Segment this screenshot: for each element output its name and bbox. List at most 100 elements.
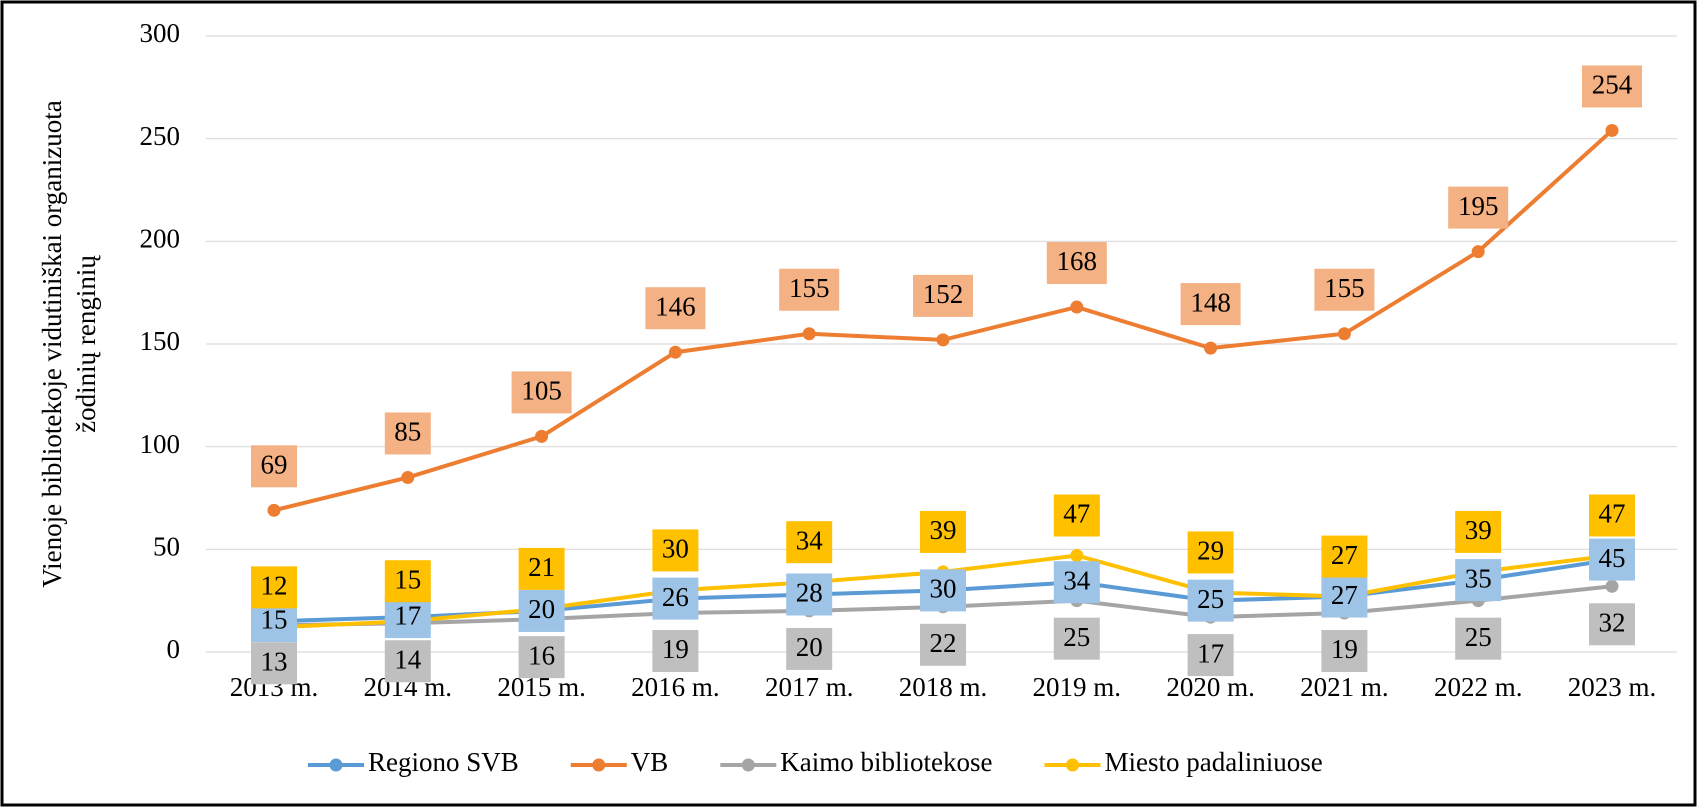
data-label-box [1582,65,1642,108]
data-label-box [518,589,565,632]
legend-label: VB [631,747,669,777]
data-label-box [1455,617,1502,660]
data-point [668,345,682,359]
data-label: 39 [1465,515,1492,545]
data-point [1070,300,1084,314]
data-label: 25 [1465,622,1492,652]
legend-label: Miesto padaliniuose [1105,747,1323,777]
data-label: 28 [796,578,823,608]
legend-label: Regiono SVB [368,747,519,777]
data-label-box [652,529,699,572]
data-label: 105 [521,376,562,406]
data-label: 34 [1063,565,1091,595]
data-label-box [786,573,833,616]
data-label-box [1187,634,1234,677]
data-label-box [1321,575,1368,618]
legend-label: Kaimo bibliotekose [780,747,992,777]
data-label: 17 [1197,638,1224,668]
data-label-box [779,268,840,311]
data-label-box [1448,186,1509,229]
x-tick-label: 2016 m. [631,672,720,702]
data-label: 22 [930,628,957,658]
data-label: 155 [789,273,830,303]
data-point [401,470,415,484]
y-tick-label: 50 [153,532,180,562]
data-label-box [1053,494,1100,537]
legend-marker [1066,758,1080,772]
x-tick-label: 2017 m. [765,672,854,702]
data-label: 26 [662,582,689,612]
data-label: 148 [1190,287,1231,317]
data-label-box [518,547,565,590]
data-label-box [251,642,297,685]
x-tick-label: 2022 m. [1434,672,1523,702]
data-label: 17 [394,600,421,630]
data-label-box [384,640,431,683]
data-label: 195 [1458,191,1499,221]
data-label: 69 [261,450,288,480]
data-label-box [1455,510,1502,553]
y-tick-label: 0 [167,634,181,664]
data-label: 34 [796,525,824,555]
x-tick-label: 2019 m. [1033,672,1122,702]
data-label: 16 [528,640,555,670]
data-label-box [920,623,966,666]
data-label: 29 [1197,536,1224,566]
data-label-box [1180,283,1241,326]
data-point [1070,548,1084,562]
y-tick-label: 300 [140,18,181,48]
y-tick-label: 200 [140,224,181,254]
data-label-box [518,636,565,679]
data-label: 254 [1592,70,1633,100]
data-label-box [920,569,966,612]
data-label-box [786,627,833,670]
y-tick-label: 100 [140,429,181,459]
data-label: 32 [1599,607,1626,637]
data-label-box [1589,538,1635,581]
data-label: 21 [528,552,555,582]
data-label: 15 [394,564,421,594]
data-label-box [251,566,297,609]
data-point [267,503,281,517]
data-label-box [1187,531,1234,574]
data-label-box [913,274,973,317]
data-label-box [786,521,833,564]
data-point [1204,341,1218,355]
data-label-box [384,412,431,455]
data-label: 20 [796,632,823,662]
data-label: 19 [662,634,689,664]
data-label-box [1046,242,1107,285]
data-label: 25 [1063,622,1090,652]
data-label: 168 [1057,246,1098,276]
data-label-box [645,287,706,330]
data-label: 12 [261,571,288,601]
legend-marker [741,758,755,772]
y-axis-label-line: Vienoje bibliotekoje vidutiniškai organi… [37,100,67,588]
x-tick-label: 2021 m. [1300,672,1389,702]
y-axis-label: Vienoje bibliotekoje vidutiniškai organi… [37,100,101,588]
data-label-box [652,629,699,672]
data-label: 20 [528,594,555,624]
y-axis-label-line: žodinių renginių [71,255,101,433]
data-label: 152 [923,279,964,309]
data-label-box [652,577,699,620]
data-label-box [251,445,297,488]
data-label: 155 [1324,273,1365,303]
data-label-box [1053,617,1100,660]
data-point [1605,123,1619,137]
data-point [936,333,950,347]
data-label-box [1455,559,1502,602]
data-label-box [1589,603,1635,646]
x-tick-label: 2018 m. [899,672,988,702]
data-label: 19 [1331,634,1358,664]
legend-marker [329,758,343,772]
data-point [1337,327,1351,341]
data-label: 25 [1197,584,1224,614]
data-point [1471,245,1485,259]
data-label: 47 [1599,499,1626,529]
data-label: 47 [1063,499,1090,529]
data-label-box [1589,494,1635,537]
data-point [802,327,816,341]
data-label: 13 [261,647,288,677]
data-label: 35 [1465,563,1492,593]
